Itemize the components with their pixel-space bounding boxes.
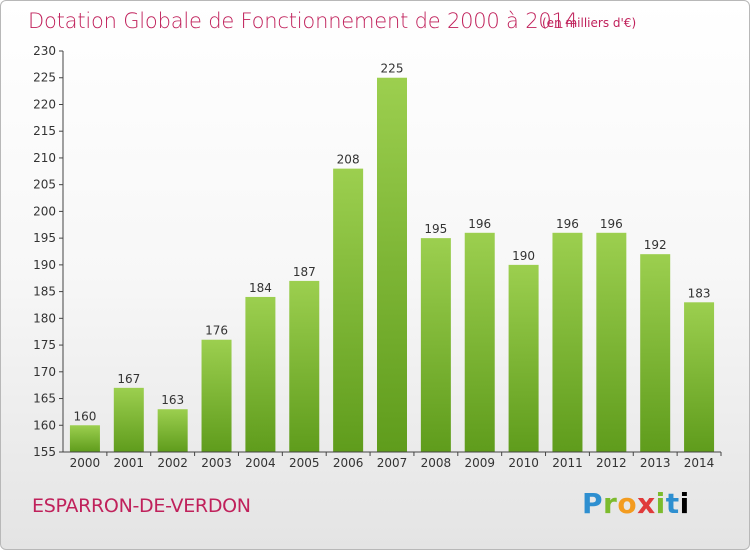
value-label-2006: 208: [337, 153, 360, 167]
value-label-2012: 196: [600, 217, 623, 231]
y-tick-label: 155: [33, 445, 56, 459]
value-label-2004: 184: [249, 281, 272, 295]
value-label-2008: 195: [424, 222, 447, 236]
value-label-2000: 160: [73, 409, 96, 423]
value-label-2007: 225: [381, 62, 404, 76]
logo-letter: t: [665, 487, 680, 520]
x-tick-label-2006: 2006: [333, 456, 364, 470]
logo-letter: i: [655, 487, 666, 520]
bar-2006: [333, 168, 364, 453]
logo-letter: o: [617, 487, 638, 520]
bar-2005: [289, 280, 320, 452]
value-label-2010: 190: [512, 249, 535, 263]
y-tick-label: 175: [33, 338, 56, 352]
y-tick-label: 190: [33, 258, 56, 272]
value-label-2013: 192: [644, 238, 667, 252]
logo-letter: i: [679, 487, 690, 520]
y-tick-label: 195: [33, 231, 56, 245]
bar-2003: [201, 339, 232, 452]
value-label-2009: 196: [468, 217, 491, 231]
y-tick-label: 220: [33, 97, 56, 111]
value-label-2014: 183: [688, 286, 711, 300]
y-tick-label: 210: [33, 151, 56, 165]
bar-2004: [245, 296, 276, 452]
y-tick-label: 205: [33, 178, 56, 192]
y-tick-label: 225: [33, 71, 56, 85]
y-tick-label: 165: [33, 392, 56, 406]
bar-2001: [113, 387, 144, 452]
x-tick-label-2008: 2008: [421, 456, 452, 470]
x-tick-label-2007: 2007: [377, 456, 408, 470]
proxiti-logo: Proxiti: [582, 487, 690, 520]
logo-letter: P: [582, 487, 604, 520]
bars-group: 160 167 163 176 184 187 208 225 195 196 190 196 196 1…: [69, 62, 715, 453]
bar-2011: [552, 232, 583, 452]
x-tick-label-2005: 2005: [289, 456, 320, 470]
value-label-2001: 167: [117, 372, 140, 386]
x-tick-label-2003: 2003: [201, 456, 232, 470]
y-tick-label: 160: [33, 418, 56, 432]
bar-2007: [377, 77, 407, 452]
chart-title: Dotation Globale de Fonctionnement de 20…: [28, 9, 578, 33]
value-label-2003: 176: [205, 324, 228, 338]
logo-letter: r: [603, 487, 618, 520]
bar-2012: [596, 232, 627, 452]
city-name: ESPARRON-DE-VERDON: [32, 495, 251, 517]
x-tick-label-2001: 2001: [114, 456, 145, 470]
bar-2000: [69, 425, 100, 452]
chart-unit-label: (en milliers d'€): [542, 16, 637, 30]
bar-2002: [157, 409, 188, 452]
x-tick-label-2014: 2014: [684, 456, 715, 470]
y-tick-label: 200: [33, 204, 56, 218]
bar-2010: [508, 264, 539, 452]
y-tick-label: 185: [33, 285, 56, 299]
x-tick-label-2012: 2012: [596, 456, 627, 470]
y-tick-label: 180: [33, 311, 56, 325]
x-axis: 2000 2001 2002 2003 2004 2005 2006 2007 2008 2009…: [63, 451, 722, 470]
x-tick-label-2002: 2002: [157, 456, 188, 470]
bar-2013: [640, 254, 671, 452]
value-label-2005: 187: [293, 265, 316, 279]
x-tick-label-2009: 2009: [464, 456, 495, 470]
x-tick-label-2013: 2013: [640, 456, 671, 470]
logo-letter: x: [637, 487, 656, 520]
y-tick-label: 215: [33, 124, 56, 138]
y-axis: 155 160 165 170 175 180 185 190 195 200 205 210 215 2…: [33, 44, 64, 459]
bar-2009: [464, 232, 495, 452]
x-tick-label-2010: 2010: [508, 456, 539, 470]
bar-2008: [420, 238, 451, 452]
y-tick-label: 170: [33, 365, 56, 379]
value-label-2011: 196: [556, 217, 579, 231]
x-tick-label-2000: 2000: [70, 456, 101, 470]
value-label-2002: 163: [161, 393, 184, 407]
bar-2014: [684, 302, 715, 452]
x-tick-label-2004: 2004: [245, 456, 276, 470]
y-tick-label: 230: [33, 44, 56, 58]
x-tick-label-2011: 2011: [552, 456, 583, 470]
